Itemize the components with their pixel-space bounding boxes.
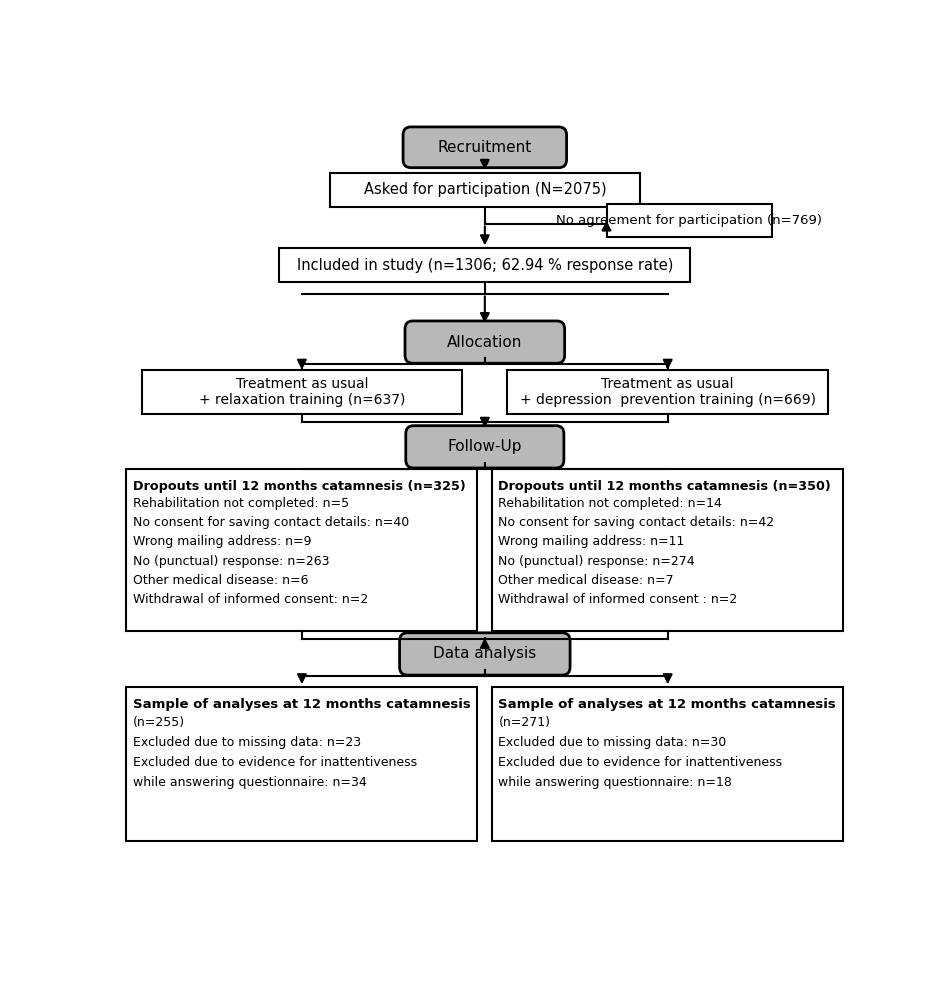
Text: Excluded due to evidence for inattentiveness: Excluded due to evidence for inattentive… <box>132 756 416 769</box>
Text: Included in study (n=1306; 62.94 % response rate): Included in study (n=1306; 62.94 % respo… <box>297 257 673 272</box>
Text: Treatment as usual
+ depression  prevention training (n=669): Treatment as usual + depression preventi… <box>519 377 815 407</box>
Text: No (punctual) response: n=274: No (punctual) response: n=274 <box>499 554 695 567</box>
Text: Withdrawal of informed consent: n=2: Withdrawal of informed consent: n=2 <box>132 593 368 606</box>
Text: Wrong mailing address: n=11: Wrong mailing address: n=11 <box>499 536 685 548</box>
Text: Dropouts until 12 months catamnesis (n=350): Dropouts until 12 months catamnesis (n=3… <box>499 480 832 493</box>
Text: Rehabilitation not completed: n=14: Rehabilitation not completed: n=14 <box>499 497 722 510</box>
Text: Recruitment: Recruitment <box>438 140 532 154</box>
Text: Dropouts until 12 months catamnesis (n=325): Dropouts until 12 months catamnesis (n=3… <box>132 480 465 493</box>
Text: Asked for participation (N=2075): Asked for participation (N=2075) <box>363 182 606 197</box>
Text: No agreement for participation (n=769): No agreement for participation (n=769) <box>556 214 822 227</box>
FancyBboxPatch shape <box>406 426 564 468</box>
FancyBboxPatch shape <box>127 469 478 631</box>
Text: while answering questionnaire: n=18: while answering questionnaire: n=18 <box>499 776 732 789</box>
Text: Allocation: Allocation <box>447 335 522 349</box>
Text: Wrong mailing address: n=9: Wrong mailing address: n=9 <box>132 536 311 548</box>
Text: Other medical disease: n=6: Other medical disease: n=6 <box>132 574 308 587</box>
Text: (n=255): (n=255) <box>132 717 184 730</box>
FancyBboxPatch shape <box>492 687 843 842</box>
FancyBboxPatch shape <box>492 469 843 631</box>
Text: No (punctual) response: n=263: No (punctual) response: n=263 <box>132 554 329 567</box>
FancyBboxPatch shape <box>330 172 639 207</box>
FancyBboxPatch shape <box>279 248 691 282</box>
Text: Sample of analyses at 12 months catamnesis: Sample of analyses at 12 months catamnes… <box>499 698 836 711</box>
Text: while answering questionnaire: n=34: while answering questionnaire: n=34 <box>132 776 366 789</box>
Text: Other medical disease: n=7: Other medical disease: n=7 <box>499 574 674 587</box>
FancyBboxPatch shape <box>405 321 565 363</box>
Text: Follow-Up: Follow-Up <box>447 440 522 454</box>
Text: Excluded due to missing data: n=23: Excluded due to missing data: n=23 <box>132 737 360 749</box>
Text: No consent for saving contact details: n=42: No consent for saving contact details: n… <box>499 516 775 529</box>
FancyBboxPatch shape <box>127 687 478 842</box>
FancyBboxPatch shape <box>403 127 567 167</box>
Text: Sample of analyses at 12 months catamnesis: Sample of analyses at 12 months catamnes… <box>132 698 470 711</box>
FancyBboxPatch shape <box>142 370 463 415</box>
Text: Rehabilitation not completed: n=5: Rehabilitation not completed: n=5 <box>132 497 349 510</box>
FancyBboxPatch shape <box>399 633 570 675</box>
Text: (n=271): (n=271) <box>499 717 551 730</box>
Text: Excluded due to evidence for inattentiveness: Excluded due to evidence for inattentive… <box>499 756 782 769</box>
Text: Excluded due to missing data: n=30: Excluded due to missing data: n=30 <box>499 737 727 749</box>
Text: Data analysis: Data analysis <box>433 646 536 661</box>
Text: Withdrawal of informed consent : n=2: Withdrawal of informed consent : n=2 <box>499 593 738 606</box>
Text: Treatment as usual
+ relaxation training (n=637): Treatment as usual + relaxation training… <box>199 377 405 407</box>
FancyBboxPatch shape <box>507 370 828 415</box>
Text: No consent for saving contact details: n=40: No consent for saving contact details: n… <box>132 516 409 529</box>
FancyBboxPatch shape <box>606 204 772 237</box>
